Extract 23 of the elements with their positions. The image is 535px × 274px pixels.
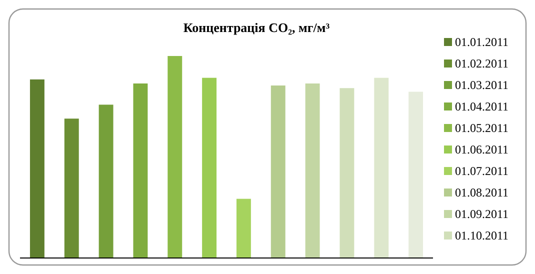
text: 01.01.2011: [455, 35, 509, 49]
text: 01.03.2011: [455, 78, 509, 92]
bar: [305, 83, 320, 258]
text: 01.08.2011: [455, 186, 509, 200]
bar: [168, 56, 182, 258]
bar: [374, 78, 389, 258]
bar: [30, 79, 44, 258]
bar: [408, 92, 424, 258]
text: 01.10.2011: [455, 228, 509, 242]
text: 01.05.2011: [455, 121, 509, 135]
text: 01.02.2011: [455, 56, 509, 70]
bar: [270, 85, 286, 258]
bar: [340, 88, 354, 258]
bar: [236, 198, 251, 258]
bar: [202, 78, 217, 258]
text: 01.07.2011: [455, 164, 509, 178]
text: 01.06.2011: [455, 142, 509, 156]
bar: [64, 118, 79, 258]
chart-title: Концентрація CO₂, мг/м³: [183, 20, 330, 35]
bar: [133, 83, 148, 258]
text: 01.04.2011: [455, 100, 509, 114]
text: 01.09.2011: [455, 207, 509, 221]
bar: [98, 104, 114, 258]
